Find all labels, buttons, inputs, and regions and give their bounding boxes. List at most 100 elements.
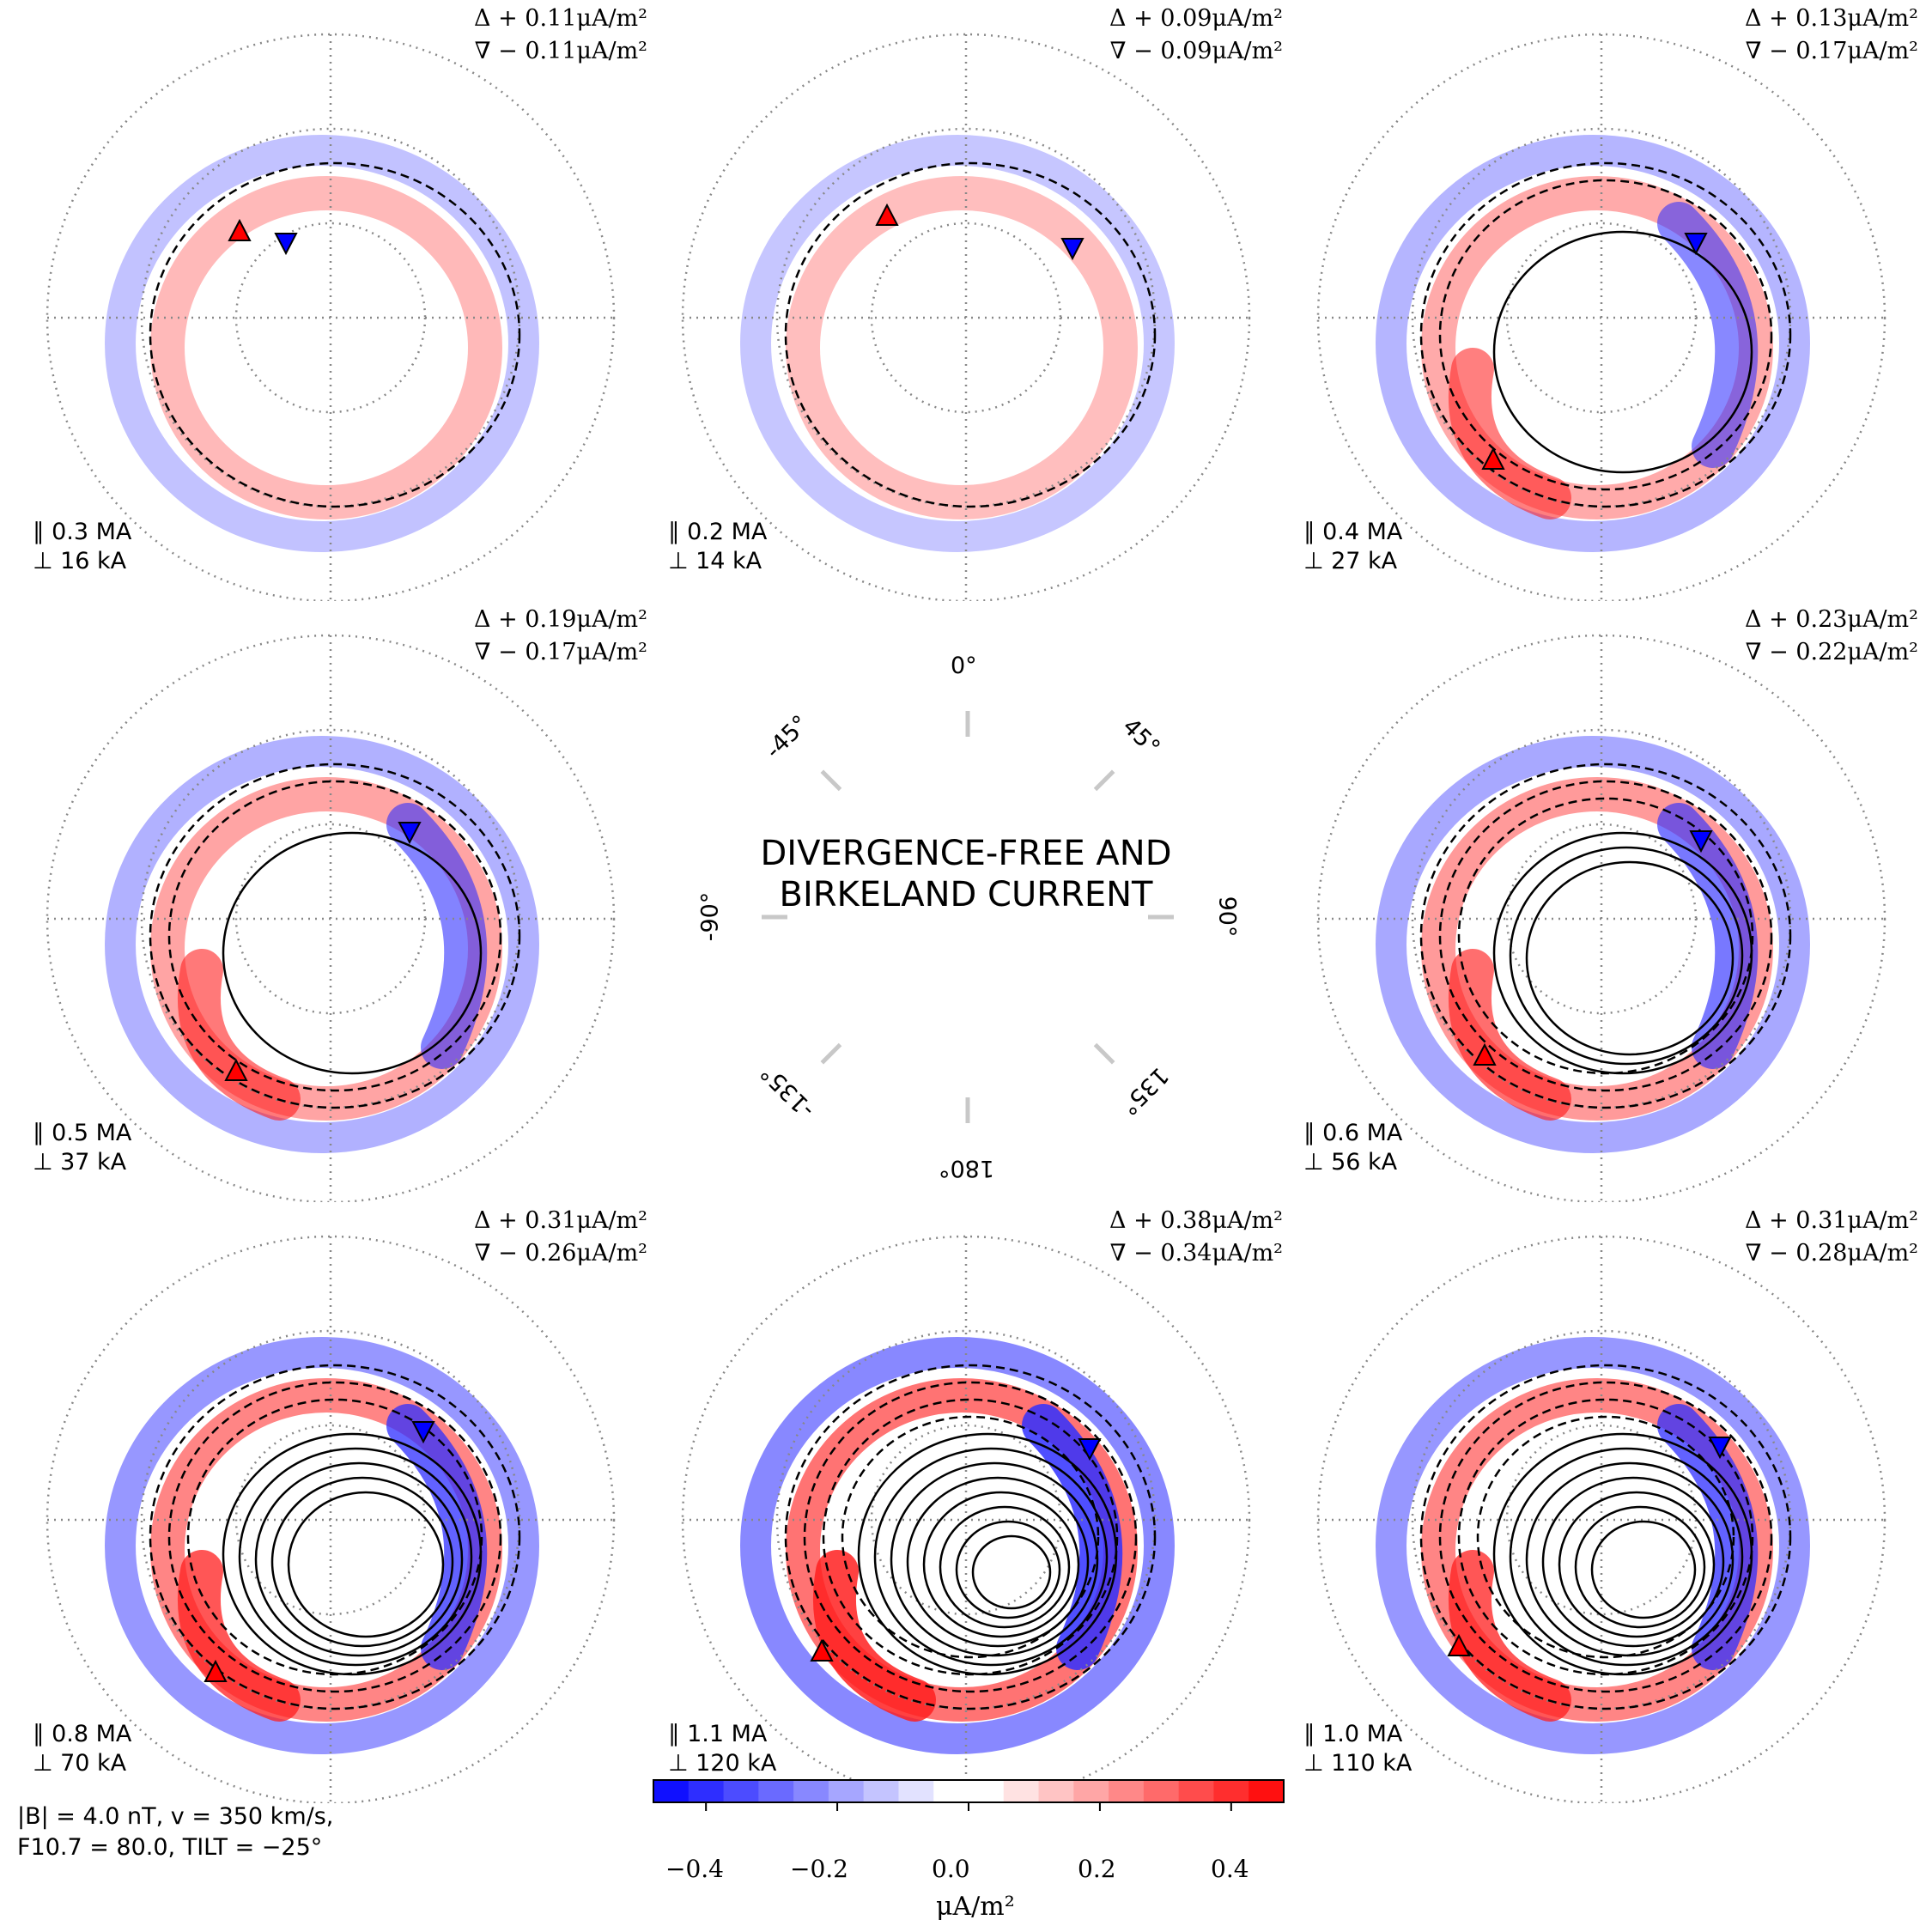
contour-dashed [149, 1364, 521, 1710]
birkeland-total-label: ∥ 0.2 MA [668, 519, 768, 545]
min-marker-down-triangle [1684, 233, 1708, 256]
polar-panel-6: Δ + 0.23μA/m² ∇ − 0.22μA/m² ∥ 0.6 MA ⊥ 5… [1288, 601, 1923, 1202]
max-current-label: Δ + 0.13μA/m² [1745, 5, 1918, 32]
max-current-label: Δ + 0.23μA/m² [1745, 606, 1918, 633]
colorbar-swatch [1178, 1780, 1214, 1802]
birkeland-total-label: ∥ 0.3 MA [33, 519, 132, 545]
contour-dashed [1438, 179, 1773, 491]
orientation-label-90: 90° [1213, 896, 1241, 938]
colorbar-swatch [1109, 1780, 1145, 1802]
chart-title: DIVERGENCE-FREE AND BIRKELAND CURRENT [760, 834, 1172, 914]
polar-panel-1: Δ + 0.11μA/m² ∇ − 0.11μA/m² ∥ 0.3 MA ⊥ 1… [17, 0, 653, 601]
contour-dashed [149, 161, 521, 508]
max-current-label: Δ + 0.31μA/m² [1745, 1207, 1918, 1234]
colorbar-swatch [969, 1780, 1005, 1802]
latitude-circle [46, 1235, 616, 1803]
contour-dashed [149, 762, 521, 1109]
latitude-circle [681, 33, 1251, 601]
contour-solid [955, 1520, 1061, 1619]
current-core-upward [812, 1550, 936, 1722]
contour-solid [1492, 1432, 1753, 1676]
min-marker-down-triangle [1689, 830, 1713, 854]
min-marker-down-triangle [1708, 1437, 1732, 1460]
contour-solid [1492, 831, 1753, 1075]
contour-solid [971, 1534, 1052, 1610]
contour-solid [254, 1461, 464, 1657]
max-marker-up-triangle [1473, 1042, 1497, 1066]
birkeland-total-label: ∥ 0.5 MA [33, 1120, 132, 1146]
polar-panel-9: Δ + 0.31μA/m² ∇ − 0.28μA/m² ∥ 1.0 MA ⊥ 1… [1288, 1202, 1923, 1803]
current-band-downward [105, 736, 539, 1153]
polar-plot [46, 1235, 616, 1803]
current-band-upward [786, 176, 1138, 519]
contour-dashed [784, 1364, 1157, 1710]
colorbar-swatch [1073, 1780, 1109, 1802]
contour-solid [238, 1447, 473, 1667]
contour-solid [270, 1476, 454, 1648]
df-total-label: ⊥ 110 kA [1303, 1750, 1413, 1777]
current-core-downward [386, 803, 488, 1069]
max-marker-up-triangle [875, 203, 899, 226]
contour-solid [1590, 1520, 1697, 1619]
max-marker-up-triangle [1447, 1633, 1471, 1656]
min-marker-down-triangle [1060, 238, 1084, 261]
birkeland-total-label: ∥ 0.6 MA [1303, 1120, 1403, 1146]
polar-panel-7: Δ + 0.31μA/m² ∇ − 0.26μA/m² ∥ 0.8 MA ⊥ 7… [17, 1202, 653, 1803]
contour-solid [1525, 860, 1735, 1056]
max-current-label: Δ + 0.38μA/m² [1109, 1207, 1283, 1234]
min-current-label: ∇ − 0.28μA/m² [1745, 1240, 1918, 1267]
contour-solid [873, 1447, 1109, 1667]
max-marker-up-triangle [810, 1638, 834, 1662]
colorbar-swatch [758, 1780, 794, 1802]
current-band-downward [1376, 1337, 1810, 1754]
min-current-label: ∇ − 0.11μA/m² [474, 38, 647, 64]
polar-plot [681, 1235, 1251, 1803]
contour-dashed [1438, 1381, 1773, 1693]
min-current-label: ∇ − 0.34μA/m² [1109, 1240, 1283, 1267]
model-parameters: |B| = 4.0 nT, v = 350 km/s, F10.7 = 80.0… [17, 1801, 333, 1863]
contour-solid [1509, 1447, 1744, 1667]
current-core-downward [1657, 202, 1759, 468]
current-band-downward [1376, 135, 1810, 552]
parameters-line-2: F10.7 = 80.0, TILT = −25° [17, 1834, 323, 1861]
min-marker-down-triangle [411, 1421, 435, 1444]
colorbar-tick: 0.0 [932, 1855, 970, 1883]
latitude-circle [1316, 1235, 1886, 1803]
contour-solid [1492, 230, 1753, 474]
contour-dashed [803, 1381, 1138, 1693]
contour-dashed [1419, 762, 1792, 1109]
colorbar-swatch [1249, 1780, 1285, 1802]
colorbar-swatch [898, 1780, 934, 1802]
min-current-label: ∇ − 0.22μA/m² [1745, 639, 1918, 665]
orientation-tick [820, 1042, 842, 1065]
current-band-downward [740, 1337, 1175, 1754]
current-core-upward [1448, 348, 1571, 519]
contour-solid [1509, 846, 1744, 1066]
birkeland-total-label: ∥ 0.4 MA [1303, 519, 1403, 545]
latitude-circle [46, 634, 616, 1202]
current-core-upward [1448, 1550, 1571, 1722]
current-band-downward [105, 135, 539, 552]
min-current-label: ∇ − 0.26μA/m² [474, 1240, 647, 1267]
contour-solid [906, 1476, 1090, 1648]
latitude-circle [46, 33, 616, 601]
contour-dashed [167, 780, 502, 1092]
current-band-downward [740, 135, 1175, 552]
polar-plot [1316, 634, 1886, 1202]
max-current-label: Δ + 0.19μA/m² [474, 606, 647, 633]
contour-solid [222, 1432, 483, 1676]
latitude-circle [1316, 33, 1886, 601]
min-current-label: ∇ − 0.17μA/m² [1745, 38, 1918, 64]
df-total-label: ⊥ 70 kA [33, 1750, 127, 1777]
contour-solid [1574, 1505, 1706, 1629]
birkeland-total-label: ∥ 1.0 MA [1303, 1721, 1403, 1747]
colorbar-swatch [1213, 1780, 1249, 1802]
colorbar-swatch [793, 1780, 829, 1802]
contour-dashed [1419, 161, 1792, 508]
colorbar-swatch [933, 1780, 969, 1802]
df-total-label: ⊥ 56 kA [1303, 1149, 1398, 1176]
colorbar-swatch [688, 1780, 725, 1802]
min-current-label: ∇ − 0.09μA/m² [1109, 38, 1283, 64]
max-marker-up-triangle [228, 218, 252, 241]
